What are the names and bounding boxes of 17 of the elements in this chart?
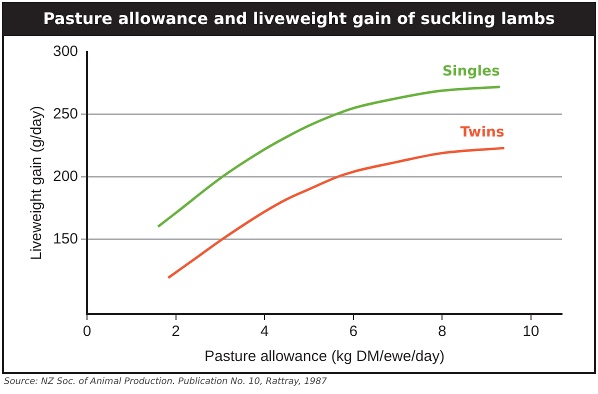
x-tick-label: 0 <box>82 323 92 340</box>
x-tick-label: 2 <box>172 323 180 340</box>
source-note: Source: NZ Soc. of Animal Production. Publication No. 10, Rattray, 1987 <box>4 377 327 387</box>
line-series <box>167 146 506 280</box>
chart-title: Pasture allowance and liveweight gain of suckling lambs <box>2 2 596 36</box>
y-tick-label: 300 <box>52 43 78 60</box>
x-tick-label: 10 <box>522 323 540 340</box>
x-axis-title: Pasture allowance (kg DM/ewe/day) <box>204 348 445 366</box>
y-tick-label: 200 <box>52 168 78 185</box>
series-label: Twins <box>460 124 504 141</box>
series-label: Singles <box>442 64 500 80</box>
y-axis-title: Liveweight gain (g/day) <box>28 106 46 260</box>
x-tick-label: 4 <box>260 323 269 340</box>
y-tick-label: 250 <box>52 106 78 123</box>
y-tick-label: 150 <box>52 230 78 248</box>
x-tick-label: 8 <box>438 323 446 340</box>
x-tick-label: 6 <box>349 323 358 340</box>
